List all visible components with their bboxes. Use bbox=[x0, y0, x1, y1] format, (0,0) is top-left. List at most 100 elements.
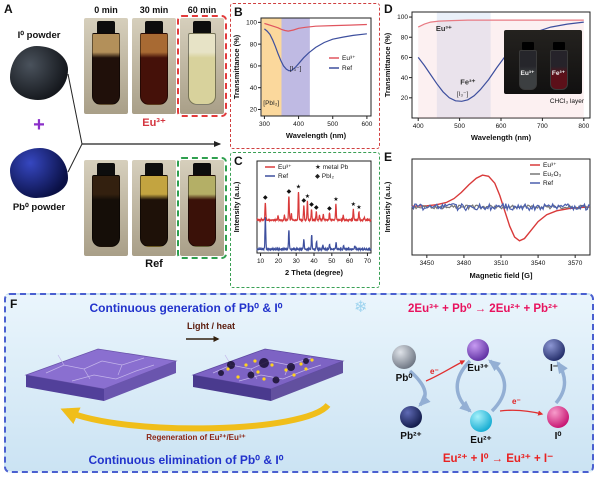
annotation: [PbI₂] bbox=[263, 100, 279, 107]
i0-sphere bbox=[547, 406, 569, 428]
vial-cap bbox=[193, 21, 211, 33]
connector-line-top bbox=[67, 73, 83, 145]
y-axis-label: Intensity (a.u.) bbox=[383, 181, 392, 232]
series-Eu³⁺ bbox=[411, 174, 591, 242]
pbi2-marker: ◆ bbox=[309, 202, 314, 208]
x-tick-label: 3570 bbox=[568, 260, 583, 267]
x-tick-label: 800 bbox=[578, 123, 589, 130]
x-tick-label: 50 bbox=[328, 258, 336, 265]
vial-cap bbox=[193, 163, 211, 175]
y-tick-label: 60 bbox=[250, 63, 258, 70]
iminus-label: I⁻ bbox=[549, 363, 559, 374]
chart-c-xrd: 10 20 30 40 50 60 70 2 Theta (degree) Intensity … bbox=[232, 160, 372, 277]
legend-label: Eu³⁺ bbox=[543, 162, 557, 169]
x-tick-label: 600 bbox=[361, 121, 372, 128]
arrow-eu2-to-eu3 bbox=[488, 359, 507, 413]
vial-row-ref bbox=[84, 157, 227, 259]
panel-f-scheme bbox=[24, 336, 569, 432]
x-tick-label: 60 bbox=[346, 258, 354, 265]
vial-photo-ref-2 bbox=[177, 157, 227, 259]
electron-transfer-arrow-2 bbox=[499, 409, 544, 416]
iodine-powder-label: I⁰ powder bbox=[17, 30, 61, 41]
legend-label: Eu³⁺ bbox=[342, 55, 356, 62]
series-Ref bbox=[264, 28, 367, 72]
inset-vial-eu-label: Eu³⁺ bbox=[520, 70, 535, 77]
series-Eu³⁺ bbox=[417, 19, 584, 28]
panel-f: F bbox=[4, 293, 594, 473]
vial-photo-eu-2 bbox=[177, 15, 227, 117]
inset-vial-fe: Fe³⁺ bbox=[549, 42, 569, 90]
iodine-powder-image bbox=[10, 46, 68, 100]
arrow-pb0-to-pb2 bbox=[408, 369, 431, 407]
metal-pb-marker: ★ bbox=[356, 204, 361, 211]
inset-vial-eu: Eu³⁺ bbox=[518, 42, 538, 90]
lead-powder-label: Pb⁰ powder bbox=[12, 202, 66, 213]
lead-powder-image bbox=[10, 148, 68, 198]
x-tick-label: 20 bbox=[275, 258, 283, 265]
x-tick-label: 700 bbox=[537, 123, 548, 130]
panel-e-label: E bbox=[384, 150, 393, 164]
annotation: [I₃⁻] bbox=[290, 65, 302, 72]
y-tick-label: 80 bbox=[250, 41, 258, 48]
legend-label: Eu³⁺ bbox=[278, 164, 292, 171]
absorption-band bbox=[261, 18, 282, 116]
x-tick-label: 3450 bbox=[420, 260, 435, 267]
iodine-dots bbox=[226, 358, 314, 381]
legend-label: ★ metal Pb bbox=[315, 163, 349, 171]
series-Eu³⁺ bbox=[264, 22, 367, 32]
inset-vial-body bbox=[549, 50, 568, 90]
series-Ref bbox=[411, 202, 591, 212]
y-tick-label: 40 bbox=[401, 75, 409, 82]
panel-d-label: D bbox=[384, 2, 393, 16]
equation-2: Eu²⁺ + I⁰ → Eu³⁺ + I⁻ bbox=[442, 453, 554, 465]
time-label-60: 60 min bbox=[187, 5, 217, 15]
vial-cap bbox=[145, 163, 163, 175]
x-axis-label: Wavelength (nm) bbox=[286, 131, 347, 140]
x-axis-label: 2 Theta (degree) bbox=[285, 268, 343, 277]
elimination-text: Continuous elimination of Pb⁰ & I⁰ bbox=[88, 453, 284, 467]
y-tick-label: 40 bbox=[250, 85, 258, 92]
x-tick-label: 40 bbox=[310, 258, 318, 265]
pbi2-marker: ◆ bbox=[287, 189, 292, 195]
chart-e-epr: 3450 3480 3510 3540 3570 Magnetic field [G] In… bbox=[383, 158, 591, 280]
panel-d: D 400 500 600 700 800 20 40 60 80 100 Wavelength (… bbox=[382, 2, 598, 150]
eu2-sphere bbox=[470, 410, 492, 432]
panel-f-label: F bbox=[10, 297, 18, 311]
x-axis-label: Wavelength (nm) bbox=[471, 133, 532, 142]
vial-photo-ref-1 bbox=[132, 160, 176, 256]
vial-body bbox=[188, 33, 216, 105]
metal-pb-marker: ★ bbox=[305, 193, 310, 200]
vial-body bbox=[140, 175, 168, 247]
panel-c-label: C bbox=[234, 154, 243, 168]
pb2-label: Pb²⁺ bbox=[400, 431, 422, 442]
vial-photo-inset: Eu³⁺ Fe³⁺ bbox=[504, 30, 582, 94]
y-tick-label: 100 bbox=[397, 14, 408, 21]
x-tick-label: 300 bbox=[259, 121, 270, 128]
plus-sign: + bbox=[33, 114, 45, 136]
x-tick-label: 3540 bbox=[531, 260, 546, 267]
regeneration-label: Regeneration of Eu²⁺/Eu³⁺ bbox=[146, 433, 246, 442]
cycle-arrows bbox=[408, 359, 568, 413]
i0-label: I⁰ bbox=[554, 431, 562, 442]
electron-label-2: e⁻ bbox=[512, 397, 521, 406]
x-tick-label: 400 bbox=[293, 121, 304, 128]
inset-vial-body bbox=[518, 50, 537, 90]
y-tick-label: 100 bbox=[246, 20, 257, 27]
light-heat-label: Light / heat bbox=[187, 321, 235, 331]
legend-label: ◆ PbI₂ bbox=[315, 173, 335, 180]
connector-line-bottom bbox=[67, 143, 83, 173]
eu3-label: Eu³⁺ bbox=[467, 363, 489, 374]
equation-1: 2Eu³⁺ + Pb⁰ → 2Eu²⁺ + Pb²⁺ bbox=[408, 303, 558, 315]
series-Eu³⁺ bbox=[256, 192, 372, 223]
y-axis-label: Transmittance (%) bbox=[383, 32, 392, 97]
inset-vial-cap bbox=[552, 42, 565, 50]
legend-label: Ref bbox=[278, 173, 288, 180]
lead-defect-patches bbox=[218, 358, 309, 384]
vial-body bbox=[92, 33, 120, 105]
eu2-label: Eu²⁺ bbox=[470, 435, 492, 446]
y-tick-label: 80 bbox=[401, 34, 409, 41]
electron-label-1: e⁻ bbox=[430, 367, 439, 376]
y-tick-label: 20 bbox=[401, 95, 409, 102]
vial-photo-eu-1 bbox=[132, 18, 176, 114]
y-axis-label: Intensity (a.u.) bbox=[232, 181, 241, 232]
